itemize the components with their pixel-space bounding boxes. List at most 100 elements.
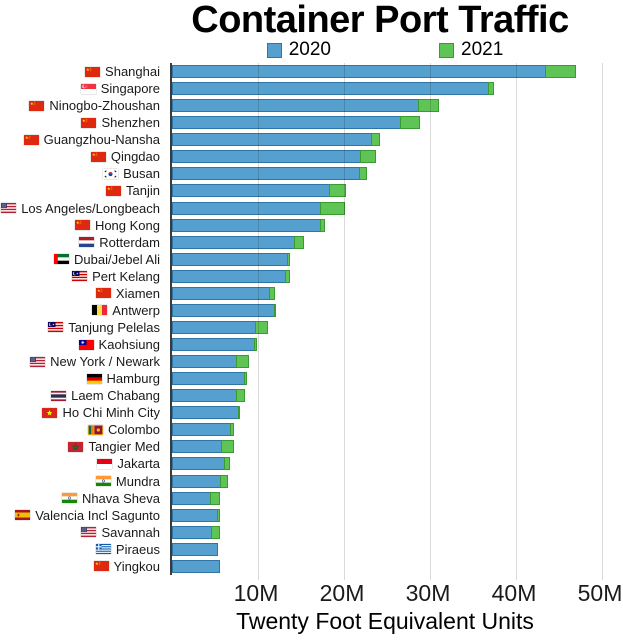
port-label-row: Hong Kong <box>0 217 166 234</box>
bar-2020-segment <box>172 201 321 215</box>
plot-area <box>170 63 603 580</box>
bar-row <box>172 370 602 387</box>
us-flag-icon <box>1 203 17 214</box>
ae-flag-icon <box>54 254 69 265</box>
port-label-row: Colombo <box>0 421 166 438</box>
bar-row <box>172 319 602 336</box>
port-label: Ninogbo-Zhoushan <box>49 98 160 114</box>
bar-2020-segment <box>172 491 211 505</box>
cn-flag-icon <box>23 134 39 145</box>
bar-2020-segment <box>172 508 218 522</box>
bar-row <box>172 285 602 302</box>
port-label: Valencia Incl Sagunto <box>35 507 160 523</box>
bar-2020-segment <box>172 82 490 96</box>
port-label-row: Tanjin <box>0 182 166 199</box>
bar-2020-segment <box>172 338 255 352</box>
port-label: Busan <box>123 166 160 182</box>
port-label-row: Shanghai <box>0 63 166 80</box>
port-label: New York / Newark <box>50 354 160 370</box>
bar-row <box>172 473 602 490</box>
legend-label-2020: 2020 <box>288 39 331 60</box>
x-axis-ticks: 10M 20M 30M 40M 50M <box>170 580 623 606</box>
bar-2021-segment <box>269 286 276 300</box>
bar-2020-segment <box>172 303 276 317</box>
bar-2021-segment <box>488 82 495 96</box>
port-label: Pert Kelang <box>92 268 160 284</box>
port-label: Hamburg <box>106 371 160 387</box>
sg-flag-icon <box>80 83 96 94</box>
chart-title: Container Port Traffic <box>191 0 569 41</box>
bar-2021-segment <box>319 218 326 232</box>
bar-row <box>172 336 602 353</box>
port-label-row: Mundra <box>0 473 166 490</box>
be-flag-icon <box>92 305 108 316</box>
bar-row <box>172 302 602 319</box>
bar-2020-segment <box>172 542 218 556</box>
bar-2021-segment <box>224 457 230 471</box>
legend-item-2020: 2020 <box>266 39 331 61</box>
port-label-row: Guangzhou-Nansha <box>0 131 166 148</box>
bar-2020-segment <box>172 99 419 113</box>
id-flag-icon <box>97 458 113 469</box>
bar-row <box>172 507 602 524</box>
port-label-row: Shenzhen <box>0 114 166 131</box>
bar-2021-segment <box>545 65 577 79</box>
bar-2020-segment <box>172 116 401 130</box>
port-label: Savannah <box>101 524 160 540</box>
bar-2021-segment <box>244 372 247 386</box>
cn-flag-icon <box>106 185 122 196</box>
cn-flag-icon <box>93 561 109 572</box>
port-label: Shanghai <box>105 64 160 80</box>
bar-2020-segment <box>172 525 213 539</box>
nl-flag-icon <box>79 237 95 248</box>
port-label-row: Laem Chabang <box>0 387 166 404</box>
cn-flag-icon <box>95 288 111 299</box>
bar-2021-segment <box>209 491 221 505</box>
bar-row <box>172 63 602 80</box>
port-label: Antwerp <box>112 302 160 318</box>
bar-2021-segment <box>287 252 290 266</box>
port-label: Piraeus <box>115 541 160 557</box>
bar-2020-segment <box>172 269 286 283</box>
bar-2020-segment <box>172 218 321 232</box>
x-axis-title: Twenty Foot Equivalent Units <box>236 608 534 634</box>
bar-row <box>172 421 602 438</box>
bar-2021-segment <box>274 303 277 317</box>
bar-2020-segment <box>172 252 289 266</box>
es-flag-icon <box>15 510 31 521</box>
bar-2021-segment <box>294 235 304 249</box>
port-label-row: Busan <box>0 165 166 182</box>
x-tick-label: 50M <box>577 580 623 606</box>
port-label: Singapore <box>100 81 160 97</box>
port-labels: Shanghai Singapore Ninogbo-Zhoushan Shenzhe… <box>0 63 166 575</box>
bar-2021-segment <box>319 201 345 215</box>
port-label: Tanjin <box>126 183 160 199</box>
bar-2020-segment <box>172 235 295 249</box>
bar-row <box>172 490 602 507</box>
bar-2021-segment <box>235 389 246 403</box>
bar-2021-segment <box>220 474 228 488</box>
gridline <box>602 63 603 580</box>
bar-row <box>172 251 602 268</box>
bar-row <box>172 387 602 404</box>
port-label: Tanjung Pelelas <box>68 319 160 335</box>
port-label: Jakarta <box>117 456 160 472</box>
bar-2020-segment <box>172 286 270 300</box>
bar-2021-segment <box>417 99 440 113</box>
bar-2021-segment <box>220 440 234 454</box>
port-label-row: Antwerp <box>0 302 166 319</box>
port-label-row: Pert Kelang <box>0 268 166 285</box>
bar-row <box>172 541 602 558</box>
bar-2021-segment <box>230 423 234 437</box>
cn-flag-icon <box>74 220 90 231</box>
port-label: Hong Kong <box>94 217 160 233</box>
vn-flag-icon <box>42 407 58 418</box>
bar-row <box>172 455 602 472</box>
bar-2020-segment <box>172 423 232 437</box>
bar-2021-segment <box>360 150 376 164</box>
bar-2020-segment <box>172 457 226 471</box>
port-label-row: Singapore <box>0 80 166 97</box>
port-label-row: Tanjung Pelelas <box>0 319 166 336</box>
bar-2020-segment <box>172 167 360 181</box>
